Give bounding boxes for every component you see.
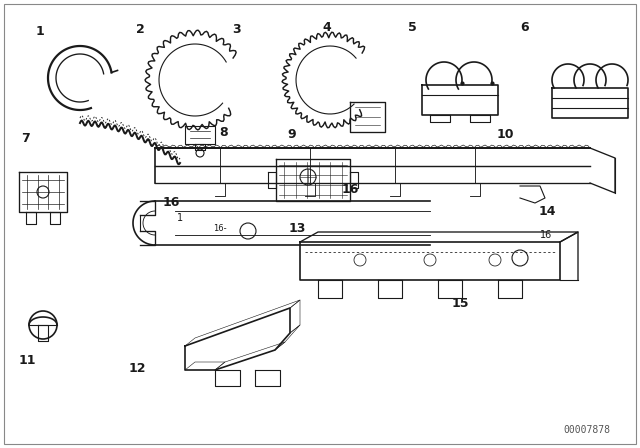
Text: 11: 11 <box>18 354 36 367</box>
Text: 10: 10 <box>497 128 515 141</box>
Text: 15: 15 <box>452 297 470 310</box>
Text: 12: 12 <box>129 362 147 375</box>
Text: 16: 16 <box>342 182 360 196</box>
Text: 3: 3 <box>232 22 241 36</box>
Text: 16: 16 <box>540 230 552 240</box>
Text: 13: 13 <box>289 222 307 235</box>
Text: 7: 7 <box>21 132 30 146</box>
Text: 4: 4 <box>322 21 331 34</box>
Text: 00007878: 00007878 <box>563 425 610 435</box>
Text: 5: 5 <box>408 21 417 34</box>
Text: 16: 16 <box>163 196 180 210</box>
Text: 1: 1 <box>177 213 183 223</box>
Text: 14: 14 <box>538 205 556 218</box>
Text: 9: 9 <box>287 128 296 141</box>
Text: 16-: 16- <box>213 224 227 233</box>
Text: 6: 6 <box>520 21 529 34</box>
Text: 1: 1 <box>35 25 44 38</box>
Text: 2: 2 <box>136 22 145 36</box>
Text: 8: 8 <box>220 125 228 139</box>
